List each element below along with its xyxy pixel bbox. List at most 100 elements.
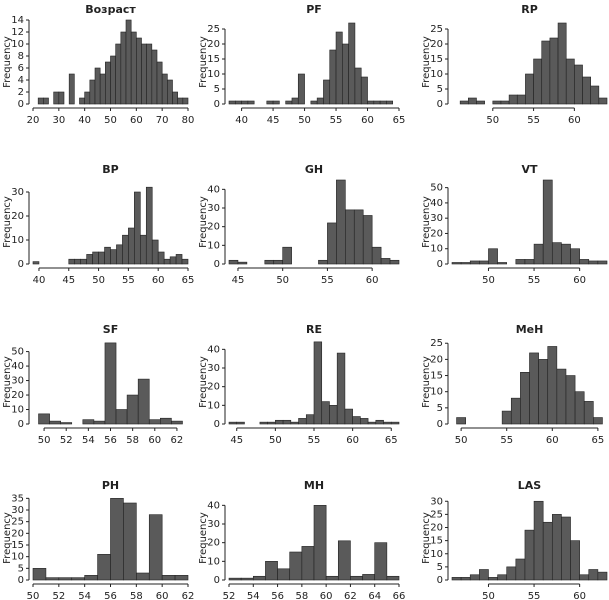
x-tick-label: 55: [308, 435, 321, 446]
x-tick-label: 55: [528, 275, 541, 286]
chart-title: RP: [521, 3, 538, 16]
histogram-bar: [282, 419, 292, 425]
histogram-bar: [570, 248, 580, 265]
histogram-bar: [130, 31, 137, 105]
x-tick-label: 55: [528, 591, 541, 600]
y-tick-label: 20: [11, 211, 24, 222]
histogram-bar: [58, 91, 65, 105]
y-tick-label: 0: [214, 259, 220, 270]
y-tick-label: 20: [207, 222, 220, 233]
histogram-bar: [151, 49, 158, 105]
histogram-bar: [508, 94, 518, 105]
histogram-bar: [583, 401, 594, 425]
histogram-bar: [98, 251, 105, 265]
histogram-bar: [161, 575, 176, 581]
x-tick-label: 60: [366, 275, 379, 286]
histogram-bar: [171, 420, 183, 425]
histogram-bar: [49, 420, 61, 425]
histogram-bar: [236, 421, 245, 425]
histogram-bar: [120, 31, 127, 105]
y-tick-label: 15: [430, 54, 443, 65]
histogram-bar: [290, 421, 299, 425]
y-tick-label: 35: [11, 493, 24, 504]
chart-title: PF: [306, 3, 322, 16]
histogram-bar: [146, 43, 153, 105]
y-tick-label: 6: [18, 63, 24, 74]
x-tick-label: 64: [368, 591, 381, 600]
histogram-bar: [141, 43, 147, 105]
y-tick-label: 10: [430, 244, 443, 255]
histogram-bar: [175, 254, 183, 265]
histogram-bar: [488, 248, 498, 265]
y-axis-label: Frequency: [2, 512, 13, 564]
y-tick-label: 10: [207, 400, 220, 411]
histogram-bar: [488, 577, 498, 581]
y-tick-label: 5: [18, 563, 24, 574]
y-axis-label: Frequency: [198, 36, 209, 88]
x-tick-label: 60: [573, 591, 586, 600]
y-tick-label: 30: [207, 203, 220, 214]
histogram-bar: [497, 574, 508, 581]
x-tick-label: 40: [235, 115, 248, 126]
x-tick-label: 60: [346, 435, 359, 446]
histogram-bar: [524, 259, 535, 265]
histogram-bar: [228, 100, 236, 105]
histogram-bar: [259, 421, 268, 425]
histogram-bar: [265, 561, 278, 581]
histogram-bar: [329, 49, 337, 105]
y-tick-label: 10: [11, 552, 24, 563]
x-tick-label: 56: [271, 591, 284, 600]
histogram-bar: [460, 577, 471, 581]
histogram-bar: [37, 97, 44, 105]
histogram-bar: [148, 419, 161, 425]
x-tick-label: 52: [60, 435, 73, 446]
x-tick-label: 65: [385, 435, 398, 446]
y-tick-label: 0: [214, 575, 220, 586]
x-tick-label: 60: [361, 115, 374, 126]
histogram-bar: [53, 91, 60, 105]
x-tick-label: 60: [573, 275, 586, 286]
histogram-bar: [337, 540, 351, 581]
histogram-bar: [167, 79, 173, 105]
histogram-bar: [228, 421, 238, 425]
histogram-bar: [386, 575, 400, 581]
y-tick-label: 10: [207, 69, 220, 80]
x-tick-label: 70: [156, 115, 169, 126]
histogram-bar: [551, 242, 562, 265]
histogram-bar: [277, 568, 291, 581]
chart-title: MH: [304, 479, 324, 492]
y-tick-label: 20: [207, 39, 220, 50]
histogram-bar: [515, 259, 526, 265]
histogram-bar: [362, 574, 376, 581]
y-tick-label: 30: [430, 213, 443, 224]
y-axis-label: Frequency: [198, 512, 209, 564]
histogram-bar: [148, 514, 163, 581]
histogram-bar: [367, 100, 375, 105]
y-tick-label: 30: [430, 496, 443, 507]
y-tick-label: 12: [11, 27, 24, 38]
histogram-bar: [140, 234, 147, 265]
histogram-bar: [367, 421, 377, 425]
y-axis-label: Frequency: [421, 512, 432, 564]
histogram-bar: [74, 258, 81, 265]
x-tick-label: 50: [38, 435, 51, 446]
histogram-bar: [389, 259, 400, 265]
histogram-bar: [570, 540, 580, 581]
y-tick-label: 20: [207, 382, 220, 393]
histogram-bar: [156, 61, 163, 105]
y-axis-label: Frequency: [198, 356, 209, 408]
x-tick-label: 60: [130, 115, 143, 126]
histogram-bar: [182, 97, 189, 105]
y-tick-label: 5: [214, 84, 220, 95]
histogram-bar: [547, 346, 558, 425]
x-tick-label: 65: [393, 115, 406, 126]
x-tick-label: 52: [52, 591, 65, 600]
histogram-bar: [58, 577, 73, 581]
x-tick-label: 62: [344, 591, 357, 600]
y-tick-label: 5: [437, 562, 443, 573]
histogram-bar: [335, 31, 343, 105]
histogram-bar: [282, 246, 292, 265]
histogram-bar: [468, 97, 477, 105]
histogram-bar: [515, 558, 526, 581]
histogram-bar: [565, 375, 576, 425]
